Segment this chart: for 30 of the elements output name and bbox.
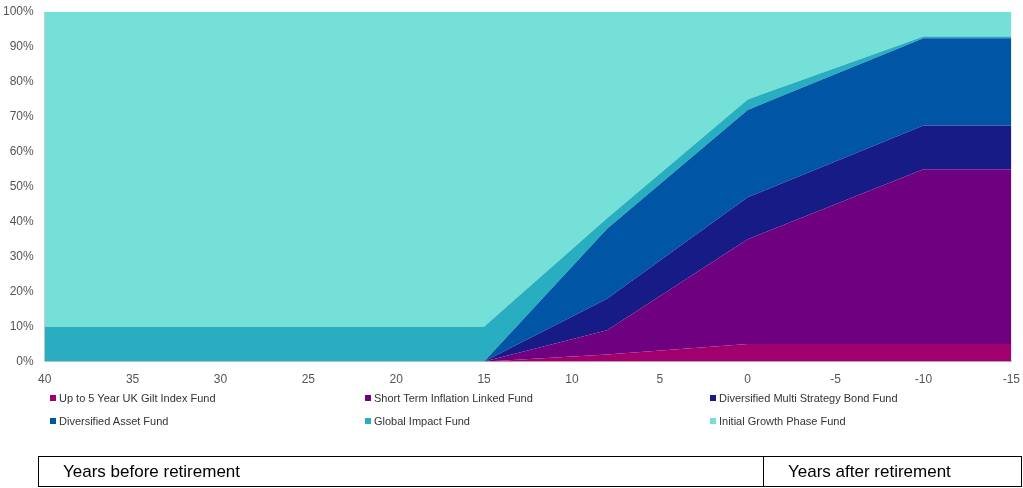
legend-label: Initial Growth Phase Fund [719, 415, 846, 427]
x-tick-label: -5 [830, 372, 842, 387]
y-tick-label: 10% [9, 318, 35, 333]
y-tick-label: 30% [9, 249, 35, 264]
y-tick-label: 20% [9, 283, 35, 298]
x-tick-label: 10 [565, 372, 579, 387]
x-tick-label: 5 [656, 372, 664, 387]
x-tick-label: 35 [125, 372, 140, 387]
x-tick-label: 25 [301, 372, 316, 387]
y-tick-label: 0% [16, 353, 35, 368]
legend-label: Short Term Inflation Linked Fund [374, 392, 533, 404]
y-tick-label: 80% [9, 74, 35, 89]
label-box: Years before retirement Years after retirement [38, 456, 1022, 487]
x-tick-label: 40 [38, 372, 52, 387]
y-tick-label: 60% [9, 144, 35, 159]
y-tick-label: 90% [9, 39, 35, 54]
legend-label: Diversified Asset Fund [59, 415, 169, 427]
x-tick-label: 15 [477, 372, 492, 387]
y-tick-label: 70% [9, 109, 35, 124]
y-tick-label: 40% [9, 214, 35, 229]
x-tick-label: 20 [389, 372, 404, 387]
legend-label: Global Impact Fund [374, 415, 470, 427]
x-tick-label: 0 [744, 372, 752, 387]
y-tick-label: 100% [2, 4, 35, 19]
y-tick-label: 50% [9, 179, 35, 194]
x-tick-label: -15 [1002, 372, 1021, 387]
legend-label: Up to 5 Year UK Gilt Index Fund [59, 392, 216, 404]
legend-label: Diversified Multi Strategy Bond Fund [719, 392, 898, 404]
x-tick-label: -10 [914, 372, 933, 387]
x-tick-label: 30 [213, 372, 228, 387]
